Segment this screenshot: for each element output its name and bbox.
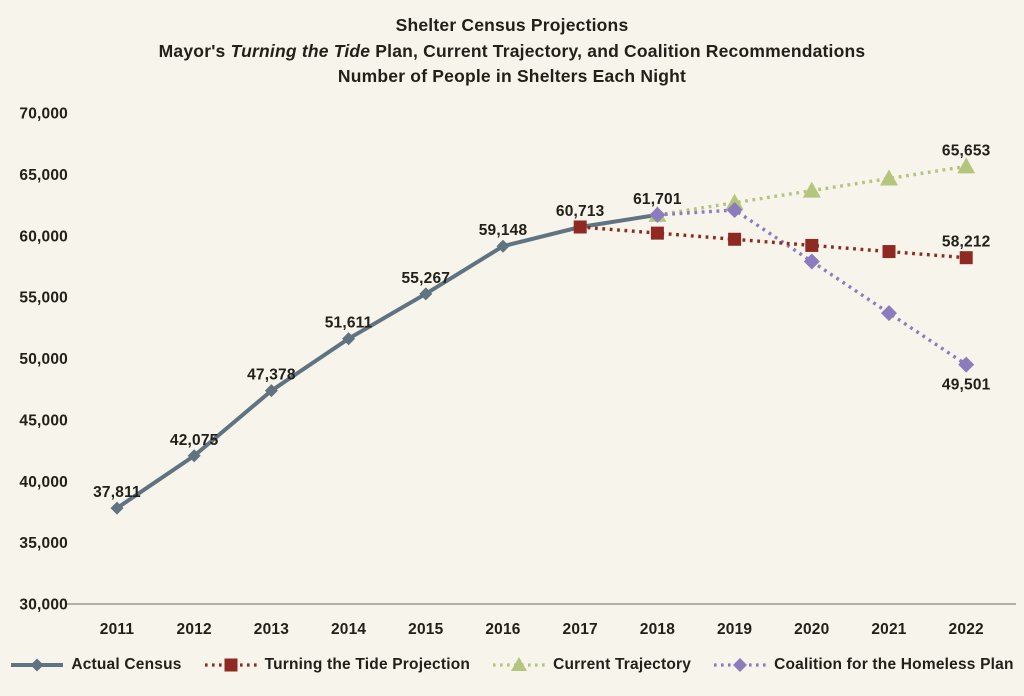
svg-text:55,267: 55,267: [401, 270, 450, 287]
title-line-3: Number of People in Shelters Each Night: [337, 66, 687, 86]
legend-label-current-trajectory: Current Trajectory: [553, 656, 692, 673]
title-line-2-italic: Turning the Tide: [230, 40, 371, 61]
svg-text:2021: 2021: [871, 621, 906, 638]
svg-text:61,701: 61,701: [633, 191, 682, 208]
svg-text:2014: 2014: [331, 621, 366, 638]
legend-item-turning-the-tide: Turning the Tide Projection: [204, 656, 470, 674]
svg-text:2018: 2018: [640, 621, 675, 638]
svg-text:37,811: 37,811: [93, 484, 141, 501]
actual-census-line-diamond-icon: [11, 658, 64, 672]
svg-text:42,075: 42,075: [170, 432, 219, 449]
title-line-2-prefix: Mayor's: [158, 40, 231, 61]
svg-text:2020: 2020: [794, 621, 829, 638]
svg-text:65,000: 65,000: [19, 167, 68, 184]
svg-text:2022: 2022: [949, 621, 984, 638]
svg-text:2015: 2015: [408, 621, 443, 638]
current-trajectory-dotted-triangle-icon: [493, 657, 546, 671]
title-line-2: Mayor's Turning the Tide Plan, Current T…: [0, 39, 1024, 65]
title-line-2-suffix: Plan, Current Trajectory, and Coalition …: [370, 40, 866, 61]
svg-text:2016: 2016: [485, 621, 520, 638]
legend-item-current-trajectory: Current Trajectory: [492, 656, 691, 674]
coalition-plan-dotted-diamond-icon: [714, 658, 767, 672]
title-line-1: Shelter Census Projections: [395, 15, 629, 35]
svg-text:55,000: 55,000: [19, 290, 68, 307]
svg-text:58,212: 58,212: [942, 234, 991, 251]
turning-tide-dotted-square-icon: [204, 658, 257, 672]
svg-text:51,611: 51,611: [325, 315, 373, 332]
svg-text:60,713: 60,713: [556, 203, 605, 220]
svg-text:40,000: 40,000: [19, 474, 68, 491]
legend-label-turning-the-tide: Turning the Tide Projection: [264, 656, 471, 673]
svg-text:35,000: 35,000: [19, 535, 68, 552]
svg-text:2011: 2011: [100, 621, 135, 638]
legend-item-actual-census: Actual Census: [10, 656, 181, 674]
legend-label-actual-census: Actual Census: [71, 656, 182, 673]
legend-item-coalition-plan: Coalition for the Homeless Plan: [713, 656, 1014, 674]
svg-text:59,148: 59,148: [479, 222, 528, 239]
svg-text:2017: 2017: [563, 621, 598, 638]
svg-text:60,000: 60,000: [19, 228, 68, 245]
svg-text:45,000: 45,000: [19, 412, 68, 429]
legend-label-coalition-plan: Coalition for the Homeless Plan: [774, 656, 1014, 673]
svg-text:47,378: 47,378: [247, 367, 296, 384]
svg-text:2013: 2013: [254, 621, 289, 638]
svg-text:2019: 2019: [717, 621, 752, 638]
legend: Actual Census Turning the Tide Projectio…: [0, 648, 1024, 682]
svg-text:70,000: 70,000: [19, 106, 68, 123]
chart-title: Shelter Census Projections Mayor's Turni…: [0, 13, 1024, 90]
svg-text:50,000: 50,000: [19, 351, 68, 368]
svg-text:49,501: 49,501: [942, 377, 991, 394]
svg-text:65,653: 65,653: [942, 142, 991, 159]
svg-text:2012: 2012: [177, 621, 212, 638]
svg-text:30,000: 30,000: [19, 597, 68, 614]
